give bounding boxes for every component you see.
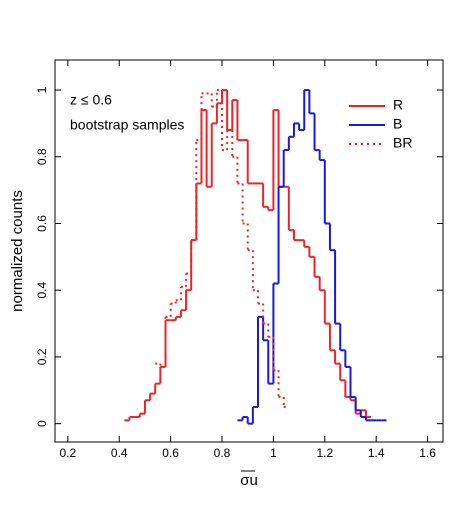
x-tick-label: 1.2: [316, 446, 333, 460]
y-tick-label: 0: [35, 420, 49, 427]
y-tick-label: 0.6: [35, 215, 49, 232]
x-tick-label: 0.4: [111, 446, 128, 460]
x-tick-label: 0.6: [162, 446, 179, 460]
y-axis-label: normalized counts: [9, 190, 26, 312]
plot-frame: [54, 59, 444, 443]
x-tick-label: 1.4: [368, 446, 385, 460]
x-tick-label: 0.8: [214, 446, 231, 460]
legend-label: R: [393, 97, 403, 113]
y-tick-label: 1: [35, 86, 49, 93]
y-tick-label: 0.2: [35, 348, 49, 365]
legend-label: B: [393, 116, 402, 132]
annotation: bootstrap samples: [70, 117, 184, 133]
legend-label: BR: [393, 135, 412, 151]
y-tick-label: 0.8: [35, 148, 49, 165]
x-tick-label: 1: [270, 446, 277, 460]
x-tick-label: 0.2: [60, 446, 77, 460]
x-tick-label: 1.6: [419, 446, 436, 460]
y-tick-label: 0.4: [35, 282, 49, 299]
x-axis-label: σu: [240, 472, 258, 489]
annotation: z ≤ 0.6: [70, 92, 112, 108]
